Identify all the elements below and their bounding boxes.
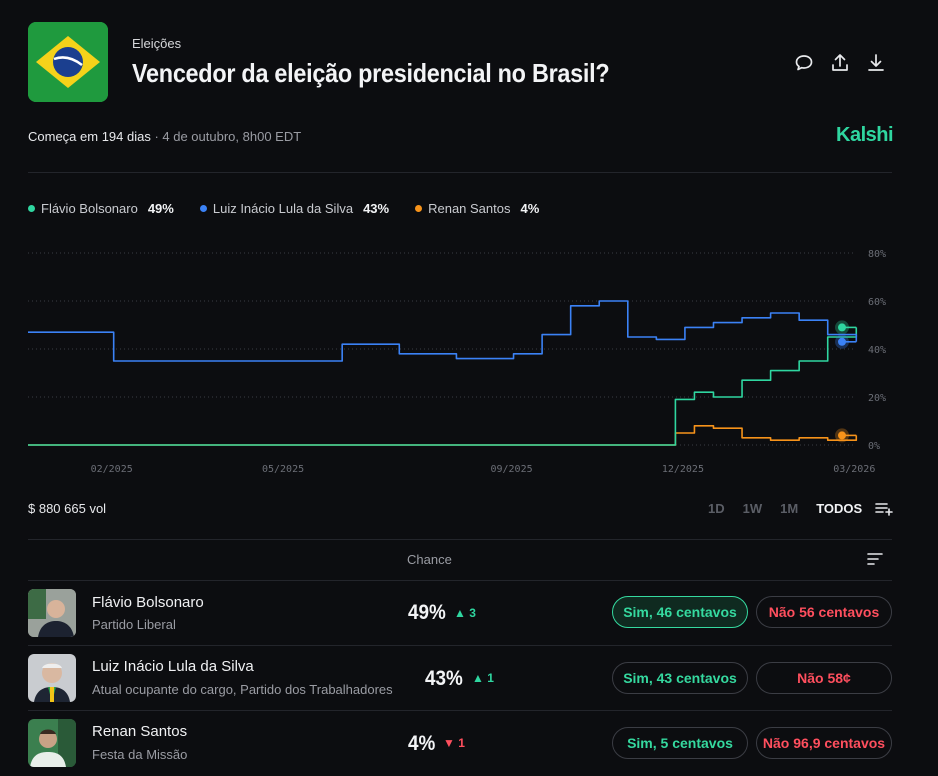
range-1m[interactable]: 1M xyxy=(780,501,799,516)
candidate-party: Festa da Missão xyxy=(92,747,188,762)
legend-value: 49% xyxy=(147,201,174,216)
buy-no-button[interactable]: Não 58¢ xyxy=(756,662,892,694)
divider xyxy=(28,580,892,581)
legend-item-flavio[interactable]: Flávio Bolsonaro 49% xyxy=(28,201,174,216)
brazil-flag-image xyxy=(28,22,108,102)
buy-yes-button[interactable]: Sim, 43 centavos xyxy=(612,662,748,694)
chance-change: ▲ 1 xyxy=(472,671,494,685)
kalshi-logo[interactable]: Kalshi xyxy=(836,124,894,146)
buy-no-button[interactable]: Não 56 centavos xyxy=(756,596,892,628)
legend-value: 4% xyxy=(520,201,540,216)
sort-icon[interactable] xyxy=(867,553,883,565)
buy-yes-button[interactable]: Sim, 46 centavos xyxy=(612,596,748,628)
divider xyxy=(28,172,892,173)
buy-no-button[interactable]: Não 96,9 centavos xyxy=(756,727,892,759)
share-icon[interactable] xyxy=(829,52,851,74)
legend-label: Flávio Bolsonaro xyxy=(41,201,138,216)
start-info: Começa em 194 dias · 4 de outubro, 8h00 … xyxy=(28,129,301,144)
chance-percent: 43% xyxy=(425,667,463,690)
chance-percent: 4% xyxy=(408,732,436,755)
y-tick-label: 0% xyxy=(868,441,880,452)
range-1w[interactable]: 1W xyxy=(742,501,763,516)
price-history-chart[interactable]: 80% 60% 40% 20% 0% 02/2025 05/2025 09/2025 12/20… xyxy=(0,240,938,480)
page-title: Vencedor da eleição presidencial no Bras… xyxy=(132,58,610,88)
legend-item-renan[interactable]: Renan Santos 4% xyxy=(415,201,539,216)
download-icon[interactable] xyxy=(865,52,887,74)
candidate-name[interactable]: Luiz Inácio Lula da Silva xyxy=(92,658,254,675)
avatar xyxy=(28,654,76,702)
candidate-party: Partido Liberal xyxy=(92,617,176,632)
x-tick-label: 02/2025 xyxy=(91,464,133,475)
legend-dot xyxy=(415,205,423,212)
category-breadcrumb[interactable]: Eleições xyxy=(132,36,182,51)
table-row[interactable]: Flávio Bolsonaro Partido Liberal 49% ▲ 3… xyxy=(0,581,938,645)
divider xyxy=(28,539,892,540)
x-tick-label: 05/2025 xyxy=(262,464,304,475)
avatar xyxy=(28,589,76,637)
legend-dot xyxy=(28,205,35,212)
chance-percent: 49% xyxy=(408,601,446,624)
volume-label: $ 880 665 vol xyxy=(28,501,107,516)
buy-yes-button[interactable]: Sim, 5 centavos xyxy=(612,727,748,759)
chance-change: ▲ 3 xyxy=(454,606,476,620)
legend-label: Renan Santos xyxy=(428,201,511,216)
legend-dot xyxy=(199,205,207,212)
x-tick-label: 12/2025 xyxy=(662,464,704,475)
candidate-name[interactable]: Renan Santos xyxy=(92,723,188,740)
y-tick-label: 20% xyxy=(868,393,886,404)
y-tick-label: 40% xyxy=(868,345,886,356)
series-line xyxy=(28,300,858,362)
divider xyxy=(28,645,892,646)
range-selector: 1D 1W 1M TODOS xyxy=(708,501,862,516)
series-line xyxy=(28,425,858,446)
legend-item-lula[interactable]: Luiz Inácio Lula da Silva 43% xyxy=(199,201,390,216)
starts-in-text: Começa em 194 dias xyxy=(28,129,151,144)
y-tick-label: 80% xyxy=(868,249,886,260)
event-date-text: · 4 de outubro, 8h00 EDT xyxy=(150,129,302,144)
x-tick-label: 03/2026 xyxy=(833,464,875,475)
candidate-name[interactable]: Flávio Bolsonaro xyxy=(92,594,204,611)
divider xyxy=(28,710,892,711)
table-row[interactable]: Luiz Inácio Lula da Silva Atual ocupante… xyxy=(0,646,938,710)
legend-label: Luiz Inácio Lula da Silva xyxy=(212,201,354,216)
candidate-party: Atual ocupante do cargo, Partido dos Tra… xyxy=(92,682,393,697)
series-line xyxy=(28,327,858,446)
avatar xyxy=(28,719,76,767)
x-tick-label: 09/2025 xyxy=(490,464,532,475)
y-tick-label: 60% xyxy=(868,297,886,308)
range-all[interactable]: TODOS xyxy=(816,501,863,516)
table-row[interactable]: Renan Santos Festa da Missão 4% ▼ 1 Sim,… xyxy=(0,711,938,775)
chance-column-header: Chance xyxy=(407,552,452,567)
comment-icon[interactable] xyxy=(793,52,815,74)
add-to-list-icon[interactable] xyxy=(875,502,893,516)
range-1d[interactable]: 1D xyxy=(708,501,725,516)
chart-legend: Flávio Bolsonaro 49% Luiz Inácio Lula da … xyxy=(28,201,539,216)
chance-change: ▼ 1 xyxy=(443,736,465,750)
legend-value: 43% xyxy=(363,201,390,216)
